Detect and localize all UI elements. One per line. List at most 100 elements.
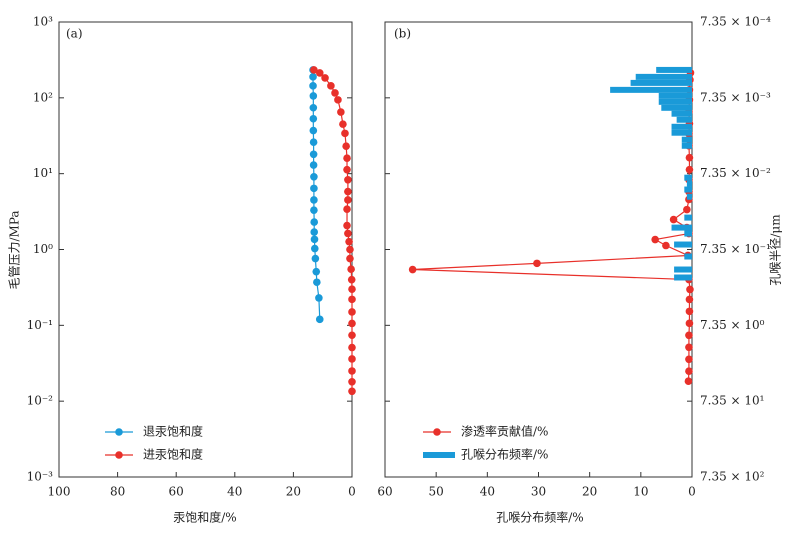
y-tick-label: 10² <box>33 90 53 104</box>
data-point <box>337 108 345 116</box>
x-tick-label: 40 <box>227 485 242 499</box>
bar <box>674 241 692 248</box>
y2-axis-label: 孔喉半径/μm <box>769 214 783 286</box>
bar <box>610 86 692 93</box>
legend-swatch <box>115 451 123 459</box>
x-tick-label: 60 <box>169 485 184 499</box>
data-point <box>309 103 318 112</box>
bar <box>686 180 692 187</box>
x-tick-label: 0 <box>348 485 356 499</box>
legend-swatch <box>115 428 123 436</box>
y-tick-label: 10³ <box>33 15 53 29</box>
x-tick-label: 0 <box>688 485 696 499</box>
data-point <box>334 96 342 104</box>
data-point <box>348 378 356 386</box>
series-line <box>412 72 692 382</box>
bar <box>635 73 692 80</box>
x-tick-label: 20 <box>286 485 301 499</box>
bar <box>676 116 692 123</box>
x-tick-label: 10 <box>633 485 648 499</box>
data-point <box>685 331 693 340</box>
y-tick-label: 10⁻¹ <box>27 318 53 332</box>
data-point <box>327 82 335 90</box>
legend-label: 渗透率贡献值/% <box>461 424 548 439</box>
data-point <box>651 235 659 244</box>
data-point <box>313 278 321 287</box>
legend-swatch <box>423 452 455 458</box>
data-point <box>343 154 351 162</box>
data-point <box>343 205 351 213</box>
data-point <box>347 265 355 273</box>
data-point <box>315 315 324 324</box>
data-point <box>310 66 318 74</box>
bar <box>686 193 692 200</box>
data-point <box>311 254 320 263</box>
data-point <box>310 244 319 253</box>
bar <box>674 274 692 281</box>
data-point <box>347 275 356 284</box>
data-point <box>341 129 349 138</box>
data-point <box>345 237 353 246</box>
data-point <box>321 74 329 82</box>
data-point <box>684 377 693 386</box>
data-point <box>310 184 318 193</box>
y2-tick-label: 7.35 × 10⁰ <box>700 318 765 332</box>
data-point <box>309 138 318 146</box>
bar <box>684 174 692 181</box>
bar <box>658 98 692 105</box>
data-point <box>309 82 317 90</box>
data-point <box>344 196 352 204</box>
data-point <box>309 150 318 159</box>
data-point <box>685 367 693 376</box>
y-tick-label: 10⁻³ <box>27 470 54 484</box>
data-point <box>685 355 693 364</box>
y-tick-label: 10⁰ <box>33 242 53 256</box>
data-point <box>309 161 318 169</box>
legend-label: 退汞饱和度 <box>143 424 203 439</box>
data-point <box>309 114 318 123</box>
bar <box>658 92 692 99</box>
bar <box>684 186 692 193</box>
data-point <box>685 153 694 162</box>
data-point <box>348 285 356 293</box>
data-point <box>683 205 691 214</box>
data-point <box>662 241 670 250</box>
y2-tick-label: 7.35 × 10¹ <box>700 394 764 408</box>
y-tick-label: 10⁻² <box>27 394 54 408</box>
data-point <box>315 69 324 77</box>
x-tick-label: 80 <box>110 485 125 499</box>
data-point <box>310 228 319 236</box>
data-point <box>348 331 356 340</box>
x-tick-label: 60 <box>377 485 392 499</box>
data-point <box>685 307 694 316</box>
data-point <box>315 294 323 302</box>
bar <box>674 266 692 273</box>
data-point <box>310 218 319 226</box>
data-point <box>331 89 339 97</box>
x-tick-label: 30 <box>531 485 546 499</box>
data-point <box>344 176 352 184</box>
data-point <box>343 221 351 230</box>
x-tick-label: 20 <box>582 485 597 499</box>
data-point <box>348 319 356 328</box>
bar <box>656 66 692 73</box>
bar <box>684 253 692 260</box>
bar <box>684 214 692 221</box>
y2-tick-label: 7.35 × 10⁻¹ <box>700 242 771 256</box>
data-point <box>342 142 350 151</box>
data-point <box>309 73 317 81</box>
bar <box>681 136 692 143</box>
legend-label: 孔喉分布频率/% <box>461 447 548 462</box>
bar <box>630 79 692 86</box>
data-point <box>343 165 351 174</box>
y2-tick-label: 7.35 × 10⁻² <box>700 166 771 180</box>
data-point <box>348 343 356 352</box>
data-point <box>344 229 352 238</box>
y2-tick-label: 7.35 × 10⁻³ <box>700 90 771 104</box>
data-point <box>685 165 694 174</box>
data-point <box>686 285 694 294</box>
y2-tick-label: 7.35 × 10² <box>700 470 765 484</box>
data-point <box>310 172 318 181</box>
data-point <box>312 267 321 276</box>
